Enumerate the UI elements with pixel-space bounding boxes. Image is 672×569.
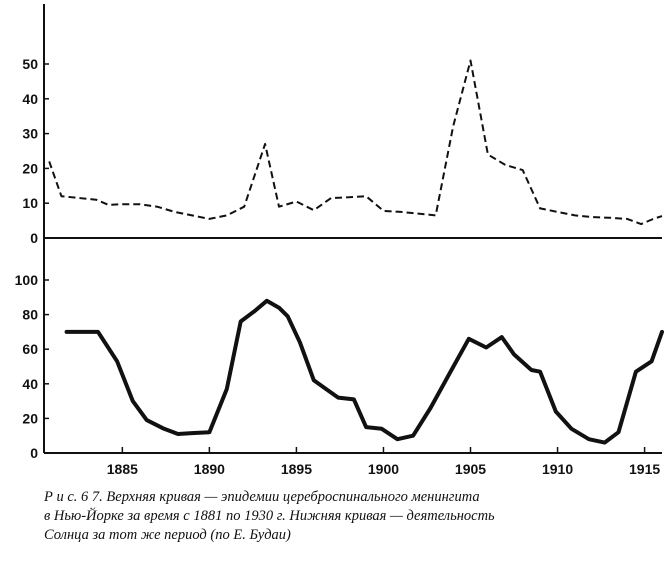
caption-line-1: Р и с. 6 7. Верхняя кривая — эпидемии це…: [44, 489, 480, 505]
lower-y-tick-label: 100: [15, 272, 39, 288]
figure: 0 10 20 30 40 50 0 20 40 60 80 100 1885 1890 1895 1900 1…: [15, 4, 664, 477]
x-tick-label: 1890: [194, 461, 225, 477]
x-tick-label: 1900: [368, 461, 399, 477]
chart-svg: 0 10 20 30 40 50 0 20 40 60 80 100 1885 1890 1895 1900 1…: [15, 4, 664, 477]
caption-line-3: Солнца за тот же период (по Е. Будаи): [44, 527, 291, 543]
meningitis-series-line: [48, 59, 663, 226]
figure-caption: Р и с. 6 7. Верхняя кривая — эпидемии це…: [44, 488, 654, 545]
upper-y-tick-label: 10: [22, 195, 38, 211]
lower-y-tick-label: 20: [22, 410, 38, 426]
x-tick-label: 1895: [281, 461, 312, 477]
caption-line-2: в Нью-Йорке за время с 1881 по 1930 г. Н…: [44, 508, 495, 524]
upper-y-tick-label: 40: [22, 91, 38, 107]
x-tick-label: 1910: [542, 461, 573, 477]
lower-y-tick-label: 40: [22, 376, 38, 392]
upper-y-tick-label: 20: [22, 160, 38, 176]
upper-y-tick-label: 0: [30, 230, 38, 246]
lower-y-tick-label: 60: [22, 341, 38, 357]
upper-y-tick-label: 30: [22, 126, 38, 142]
x-tick-label: 1915: [629, 461, 660, 477]
solar-activity-series-line: [64, 298, 664, 445]
lower-y-tick-label: 0: [30, 445, 38, 461]
lower-y-tick-label: 80: [22, 307, 38, 323]
x-tick-label: 1905: [455, 461, 486, 477]
x-tick-label: 1885: [107, 461, 138, 477]
upper-y-tick-label: 50: [22, 56, 38, 72]
